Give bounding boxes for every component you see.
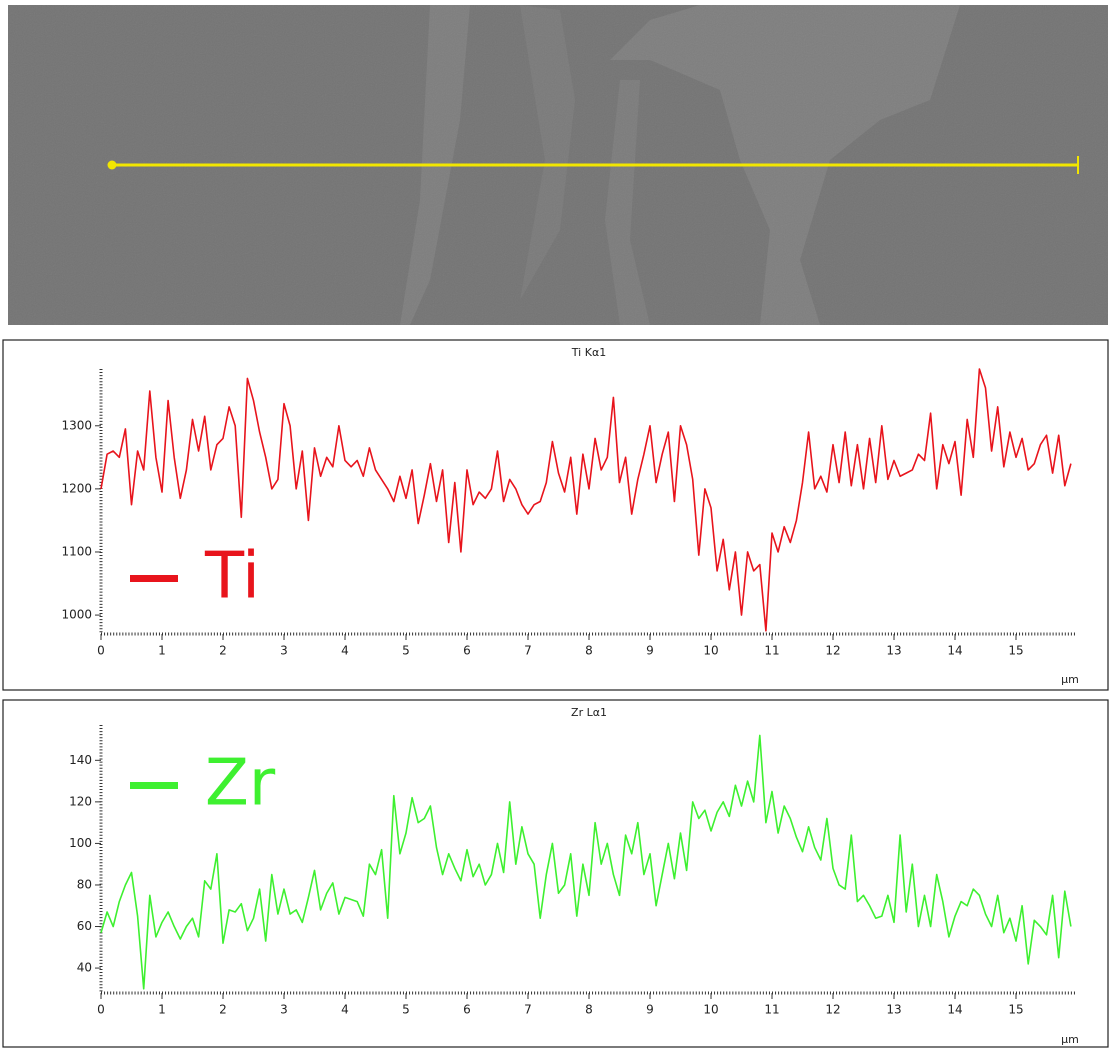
x-tick-label: 0: [97, 1003, 105, 1017]
x-tick-label: 10: [703, 644, 718, 658]
x-tick-label: 8: [585, 1003, 593, 1017]
x-tick-label: 9: [646, 1003, 654, 1017]
x-tick-label: 7: [524, 644, 532, 658]
x-tick-label: 12: [825, 644, 840, 658]
y-tick-label: 80: [77, 877, 92, 891]
x-tick-label: 2: [219, 644, 227, 658]
x-axis-unit: µm: [1061, 1033, 1079, 1046]
x-tick-label: 3: [280, 644, 288, 658]
legend-swatch: [130, 575, 178, 582]
x-tick-label: 9: [646, 644, 654, 658]
y-tick-label: 1100: [61, 544, 92, 558]
x-tick-label: 13: [886, 1003, 901, 1017]
legend-swatch: [130, 782, 178, 789]
chart-frame: [3, 340, 1108, 690]
x-tick-label: 15: [1008, 644, 1023, 658]
page: Ti Kα1µm01234567891011121314151000110012…: [0, 0, 1110, 1050]
x-tick-label: 4: [341, 1003, 349, 1017]
x-tick-label: 12: [825, 1003, 840, 1017]
chart-title: Ti Kα1: [571, 346, 606, 359]
x-tick-label: 0: [97, 644, 105, 658]
sem-image: [8, 5, 1108, 325]
x-tick-label: 14: [947, 1003, 962, 1017]
legend-label: Zr: [205, 747, 276, 821]
y-tick-label: 100: [69, 836, 92, 850]
x-tick-label: 8: [585, 644, 593, 658]
x-tick-label: 1: [158, 1003, 166, 1017]
x-tick-label: 4: [341, 644, 349, 658]
y-tick-label: 1000: [61, 608, 92, 622]
x-tick-label: 15: [1008, 1003, 1023, 1017]
y-tick-label: 40: [77, 961, 92, 975]
x-tick-label: 5: [402, 644, 410, 658]
x-tick-label: 14: [947, 644, 962, 658]
y-tick-label: 60: [77, 919, 92, 933]
y-tick-label: 1200: [61, 481, 92, 495]
x-axis-unit: µm: [1061, 673, 1079, 686]
x-tick-label: 3: [280, 1003, 288, 1017]
x-tick-label: 2: [219, 1003, 227, 1017]
x-tick-label: 7: [524, 1003, 532, 1017]
y-tick-label: 120: [69, 794, 92, 808]
x-tick-label: 11: [764, 644, 779, 658]
legend-label: Ti: [204, 540, 260, 614]
chart-title: Zr Lα1: [571, 706, 607, 719]
x-tick-label: 6: [463, 644, 471, 658]
x-tick-label: 5: [402, 1003, 410, 1017]
y-tick-label: 140: [69, 753, 92, 767]
x-tick-label: 6: [463, 1003, 471, 1017]
x-tick-label: 1: [158, 644, 166, 658]
y-tick-label: 1300: [61, 418, 92, 432]
x-tick-label: 10: [703, 1003, 718, 1017]
x-tick-label: 11: [764, 1003, 779, 1017]
x-tick-label: 13: [886, 644, 901, 658]
